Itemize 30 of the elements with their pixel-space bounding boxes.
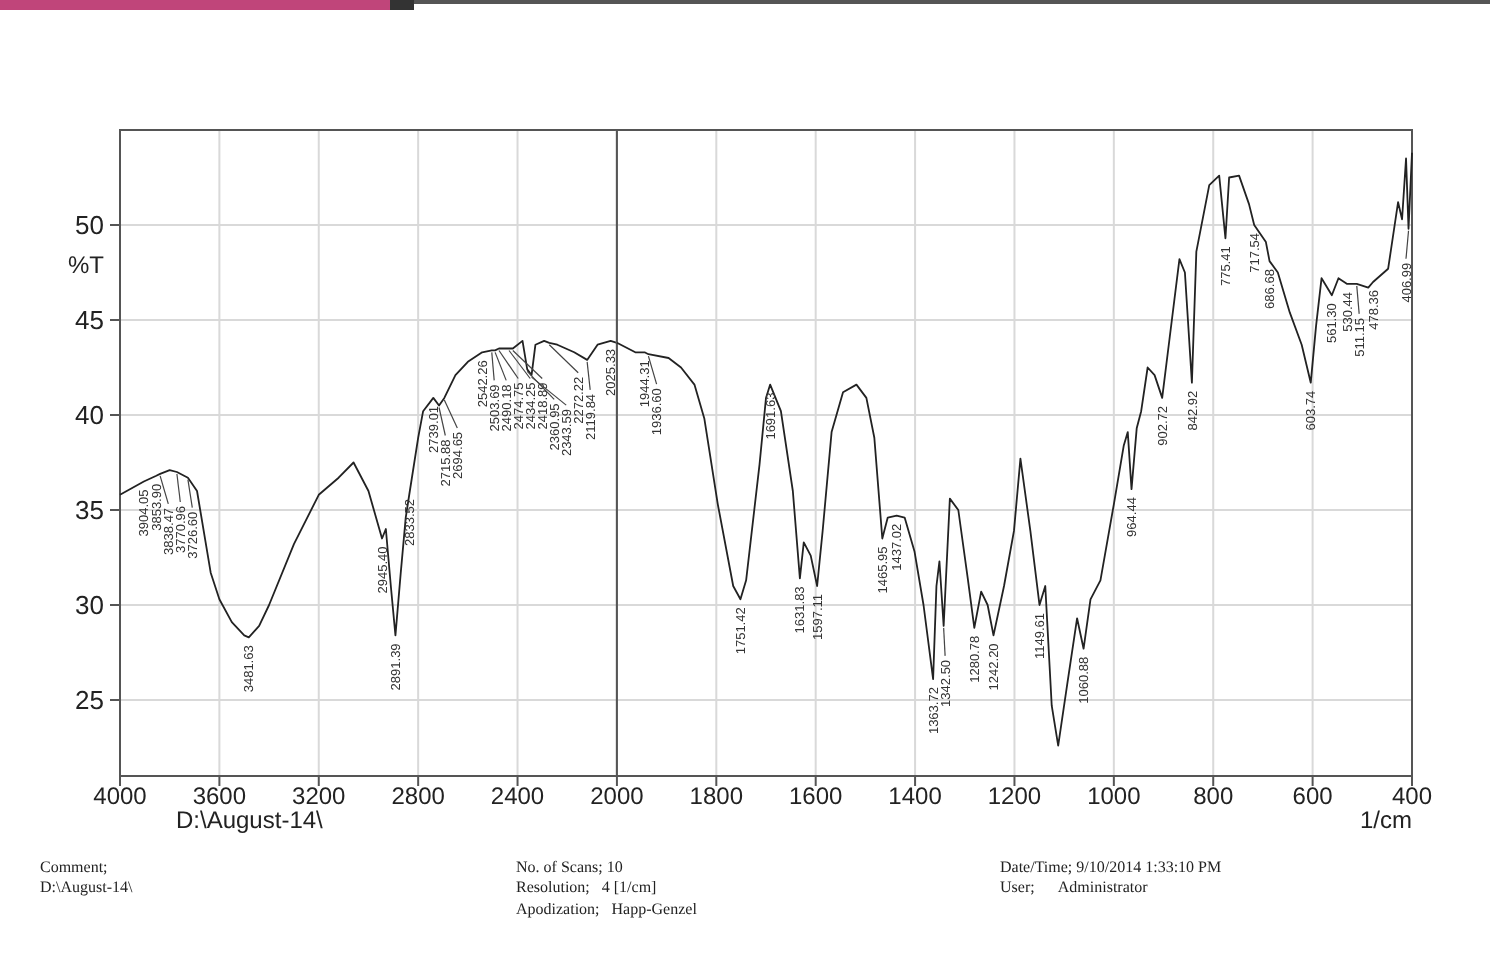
x-tick-label: 1200 (987, 782, 1042, 810)
y-tick-label: 40 (75, 400, 104, 431)
text: No. of Scans; 10 (516, 858, 623, 876)
text: D:\August-14\ (176, 806, 325, 834)
y-tick-label: 35 (75, 495, 104, 526)
y-tick-label: 45 (75, 305, 104, 336)
text: Comment; (40, 858, 108, 876)
text: Date/Time; 9/10/2014 1:33:10 PM (1000, 858, 1222, 876)
x-tick-label: 2400 (490, 782, 545, 810)
x-axis-title: 1/cm (1359, 806, 1412, 834)
text: Apodization; Happ-Genzel (516, 900, 699, 918)
y-tick-label: 30 (75, 590, 104, 621)
x-tick-label: 600 (1292, 782, 1334, 810)
x-tick-label: 4000 (93, 782, 148, 810)
y-tick-label: 25 (75, 685, 104, 716)
x-tick-label: 3600 (192, 782, 247, 810)
y-axis-title: %T (68, 251, 106, 279)
x-tick-label: 2800 (391, 782, 446, 810)
x-tick-label: 400 (1391, 782, 1433, 810)
text: D:\August-14\ (40, 878, 134, 896)
text: Resolution; 4 [1/cm] (516, 878, 658, 896)
x-tick-label: 2000 (590, 782, 645, 810)
x-tick-label: 3200 (292, 782, 347, 810)
x-tick-label: 800 (1193, 782, 1234, 810)
text: User; Administrator (1000, 878, 1149, 896)
x-tick-label: 1000 (1087, 782, 1142, 810)
x-tick-label: 1400 (888, 782, 943, 810)
x-tick-label: 1600 (788, 782, 844, 810)
x-tick-label: 1800 (689, 782, 744, 810)
y-tick-label: 50 (75, 210, 104, 241)
